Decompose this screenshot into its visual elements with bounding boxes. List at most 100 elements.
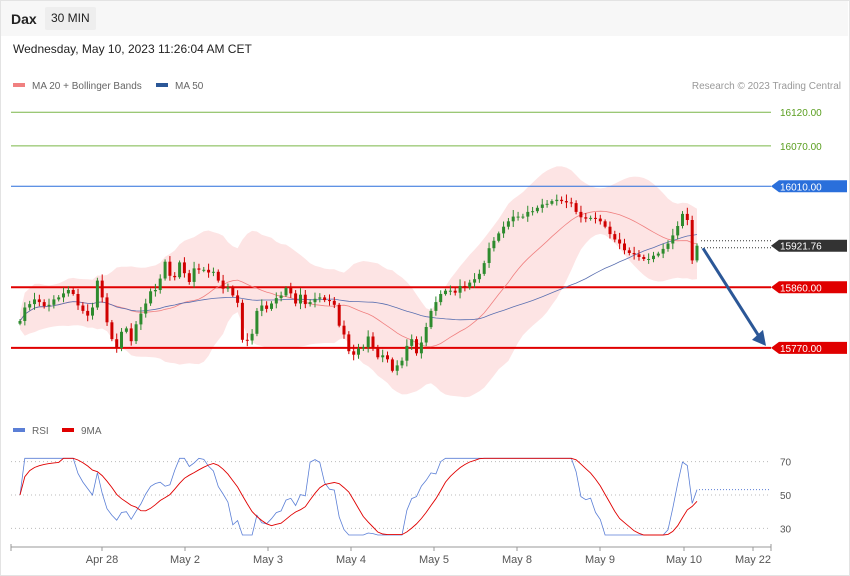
rsi-9ma-line [19, 457, 698, 536]
candle-body [236, 295, 240, 303]
candle-body [415, 339, 418, 354]
candle-body [124, 328, 128, 332]
candle-body [390, 359, 394, 371]
x-tick-label: May 22 [735, 554, 771, 566]
candle-body [289, 288, 293, 294]
candle-body [178, 262, 182, 278]
candle-body [531, 211, 535, 213]
nine-ma-legend-label: 9MA [81, 426, 102, 437]
candle-body [115, 339, 119, 348]
rsi-legend-rsi: RSI [13, 426, 49, 437]
candle-body [52, 299, 56, 305]
candle-body [410, 339, 414, 346]
candle-body [221, 280, 225, 289]
candle-body [405, 345, 409, 361]
candle-body [463, 286, 467, 288]
candle-body [76, 294, 80, 306]
candle-body [444, 290, 447, 295]
level-15770.00-tag [771, 341, 847, 354]
level-label-16070.00: 16070.00 [780, 142, 822, 153]
candle-body [134, 324, 138, 342]
header-bar [1, 1, 848, 36]
projection-arrow-head [752, 329, 766, 346]
candle-body [419, 342, 423, 354]
candle-body [284, 288, 288, 296]
candle-body [66, 290, 70, 294]
candle-body [458, 286, 462, 293]
candle-body [33, 299, 36, 305]
candle-body [434, 302, 438, 311]
candle-body [303, 294, 307, 305]
candle-body [313, 298, 317, 303]
candle-body [632, 253, 636, 255]
candle-body [62, 293, 65, 298]
candle-body [516, 216, 520, 218]
candle-body [153, 290, 157, 292]
candle-body [671, 235, 675, 244]
level-15770.00-label: 15770.00 [780, 344, 822, 355]
candle-body [506, 221, 510, 227]
candle-body [255, 310, 259, 334]
last-price-tag [771, 239, 847, 252]
bollinger-band [20, 166, 697, 398]
level-15860.00-tag [771, 281, 847, 294]
ma50-legend-label: MA 50 [175, 81, 204, 92]
timestamp: Wednesday, May 10, 2023 11:26:04 AM CET [13, 42, 252, 56]
candle-body [540, 204, 544, 208]
candle-body [482, 263, 486, 274]
candle-body [332, 300, 336, 305]
projection-arrow-shaft [701, 247, 762, 339]
candle-body [120, 331, 123, 348]
candle-body [448, 290, 452, 292]
candle-body [42, 302, 46, 307]
candle-body [328, 300, 331, 302]
candle-body [661, 248, 665, 254]
candle-body [656, 253, 660, 256]
candle-body [81, 305, 85, 311]
candle-body [497, 233, 501, 241]
candle-body [424, 327, 428, 343]
candle-body [18, 321, 22, 324]
candle-body [685, 213, 689, 220]
candle-body [216, 271, 220, 281]
candle-body [168, 261, 172, 276]
candle-body [342, 325, 346, 335]
candle-body [594, 217, 597, 219]
ma20-line [19, 210, 698, 348]
rsi-legend-label: RSI [32, 426, 49, 437]
candle-body [231, 287, 235, 296]
candle-body [681, 213, 684, 226]
candle-body [240, 302, 244, 340]
ma50-swatch [156, 83, 168, 88]
candle-body [100, 280, 104, 298]
candle-body [555, 199, 559, 202]
candle-body [337, 304, 341, 326]
candle-body [274, 298, 278, 304]
candle-body [294, 293, 298, 304]
credit-text: Research © 2023 Trading Central [691, 81, 841, 92]
candle-body [521, 216, 525, 218]
ma20-swatch [13, 83, 25, 88]
last-price-label: 15921.76 [780, 242, 822, 253]
candle-body [308, 302, 312, 305]
candle-body [560, 199, 564, 202]
level-16010.00-label: 16010.00 [780, 182, 822, 193]
candle-body [144, 303, 148, 314]
candle-body [574, 203, 578, 212]
candle-body [149, 291, 153, 304]
ma50-line [19, 234, 698, 322]
candle-body [226, 287, 230, 289]
price-legend-ma20: MA 20 + Bollinger Bands [13, 81, 142, 92]
candle-body [535, 207, 539, 212]
timeframe-button[interactable]: 30 MIN [45, 7, 96, 30]
candle-body [502, 226, 506, 234]
candle-body [381, 355, 385, 358]
candle-body [468, 282, 472, 288]
candle-body [279, 295, 283, 299]
candle-body [352, 351, 356, 355]
candle-body [511, 216, 515, 222]
candle-body [589, 217, 593, 219]
candle-body [361, 347, 365, 349]
rsi-line [19, 457, 698, 536]
